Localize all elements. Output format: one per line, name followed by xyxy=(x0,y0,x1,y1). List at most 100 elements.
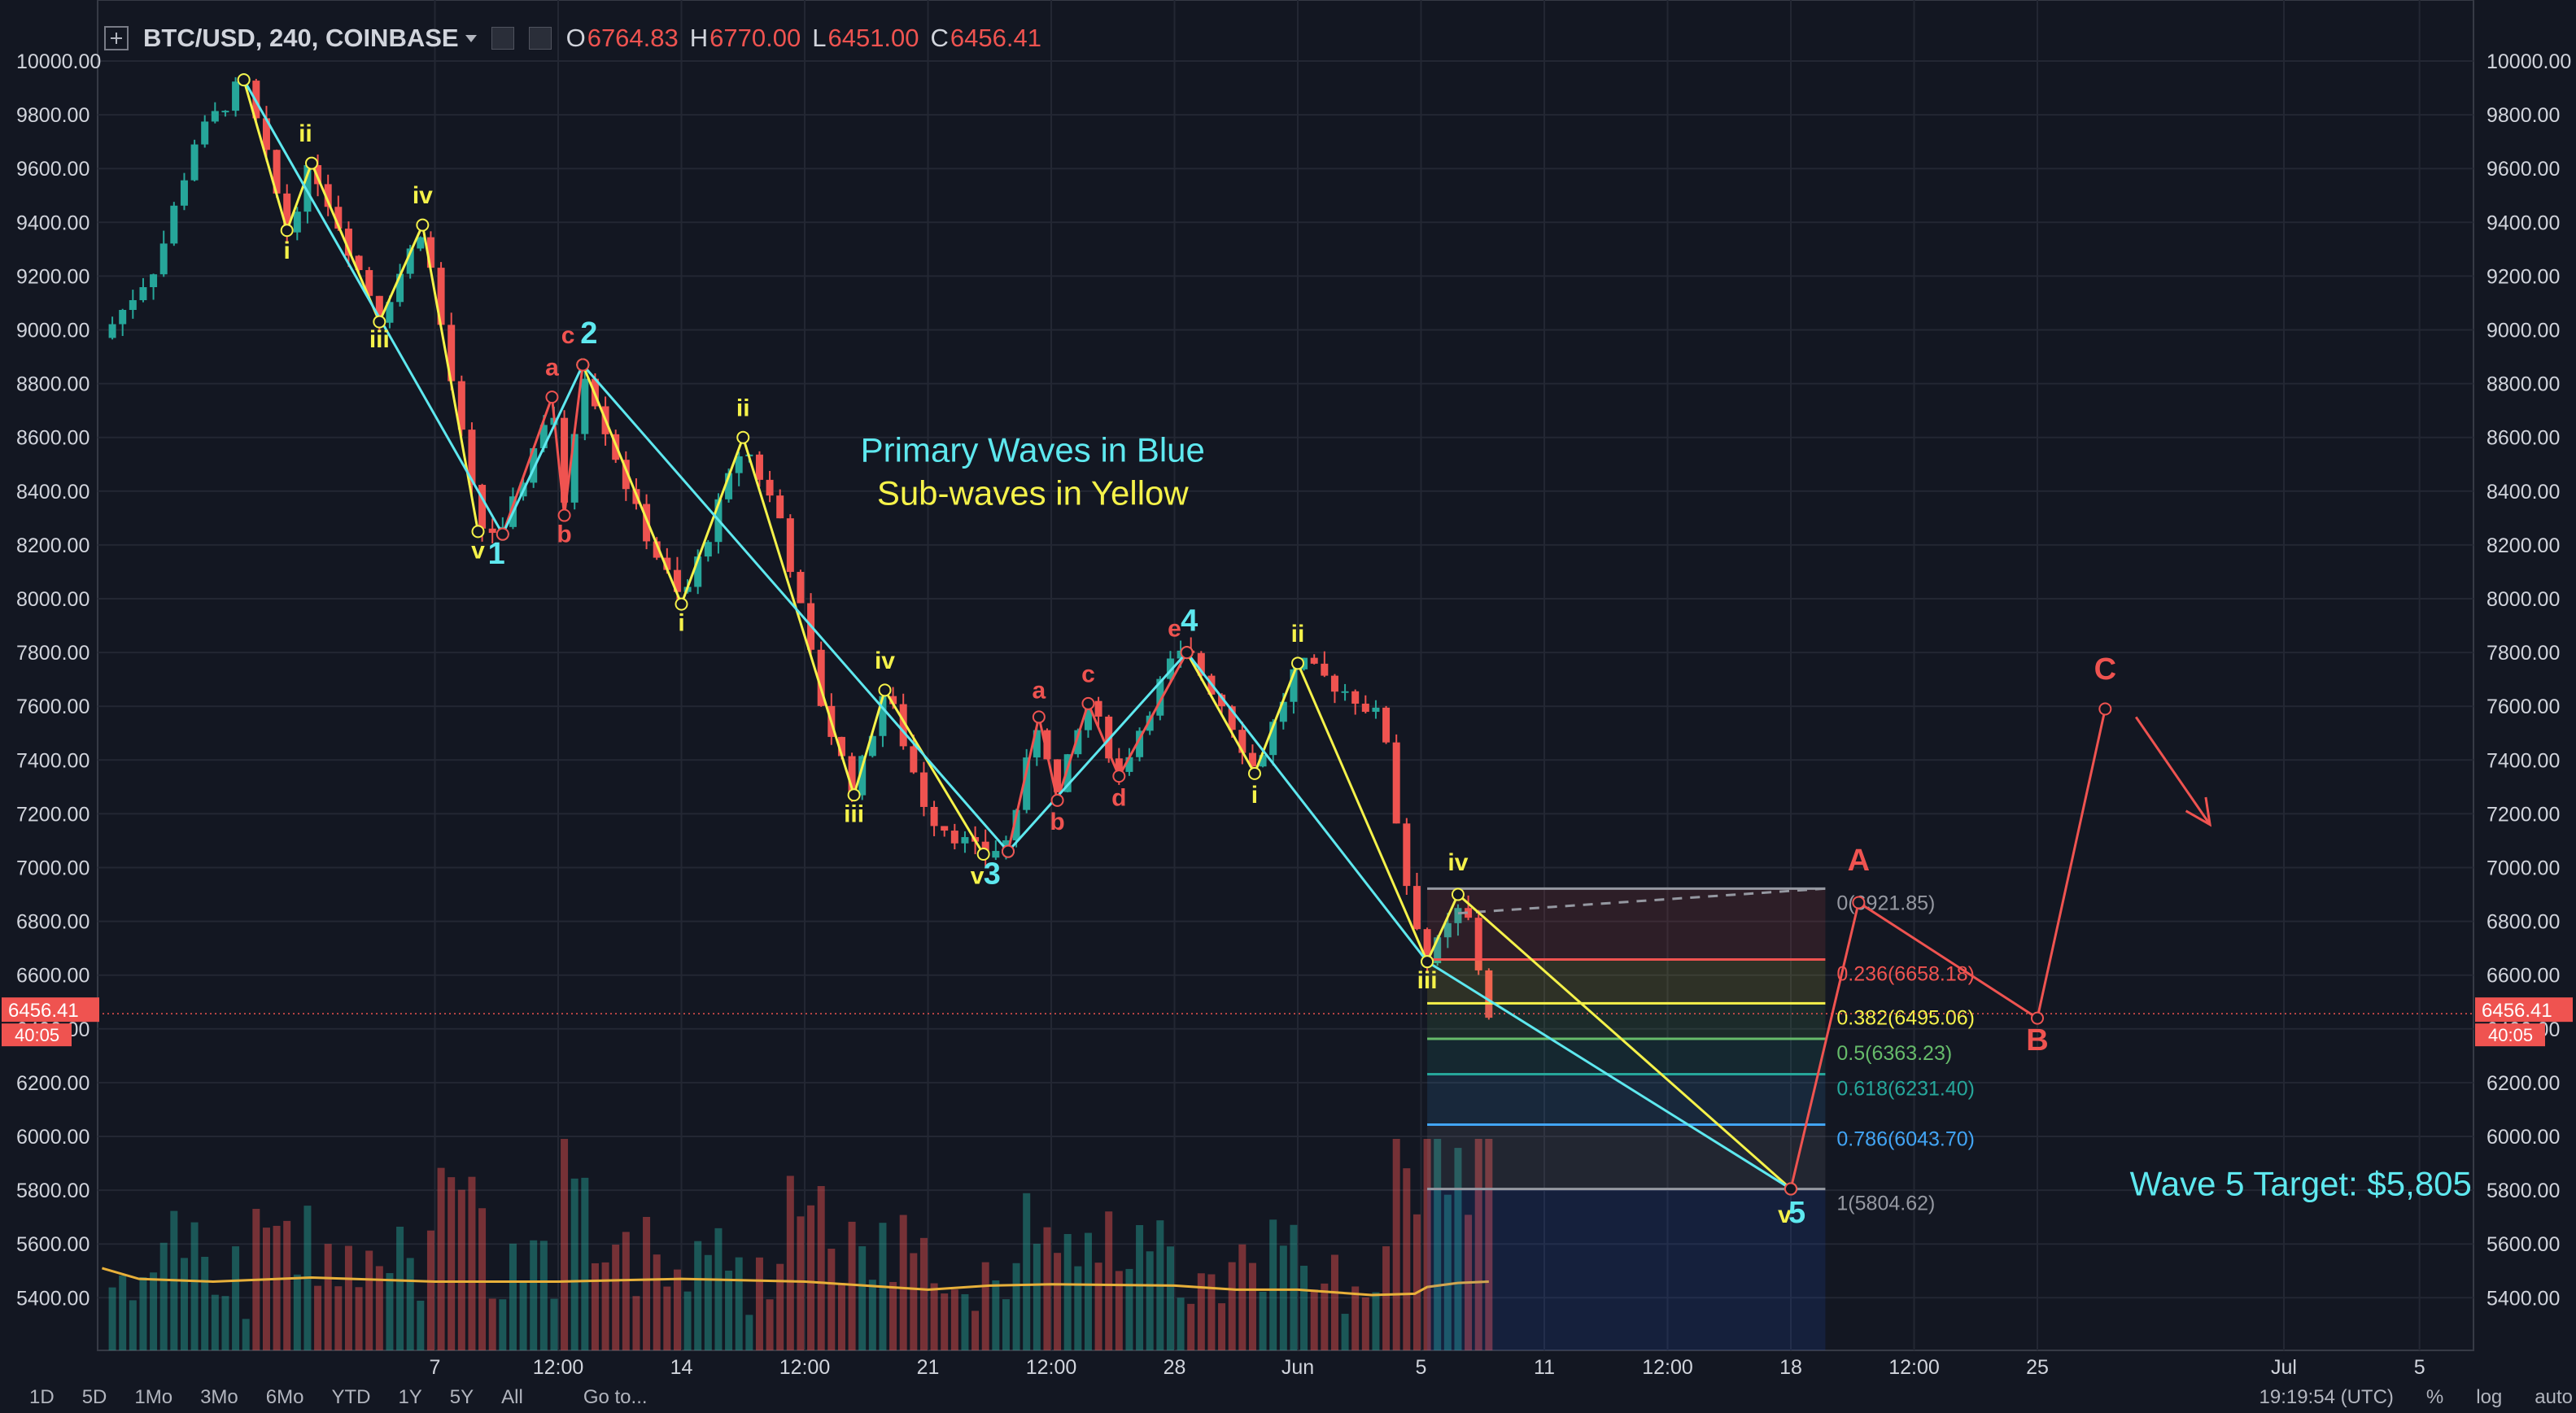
volume-bar xyxy=(776,1264,784,1350)
wave-label: b xyxy=(557,521,571,548)
volume-bar xyxy=(1372,1293,1379,1350)
wave-label: ii xyxy=(1291,621,1305,648)
candle-body xyxy=(1321,664,1328,676)
range-1y[interactable]: 1Y xyxy=(398,1386,421,1409)
wave-label: b xyxy=(1050,809,1064,835)
volume-bar xyxy=(345,1246,352,1350)
candle-body xyxy=(212,111,219,121)
wave-label: A xyxy=(1848,844,1870,878)
chevron-down-icon[interactable] xyxy=(465,35,477,42)
volume-bar xyxy=(232,1246,239,1350)
visibility-icon[interactable] xyxy=(491,27,514,50)
x-tick-label: 12:00 xyxy=(1026,1356,1077,1379)
wave-label: i xyxy=(1251,782,1258,809)
utc-clock[interactable]: 19:19:54 (UTC) xyxy=(2259,1386,2394,1409)
volume-bar xyxy=(725,1271,732,1350)
volume-bar xyxy=(1249,1263,1256,1350)
volume-bar xyxy=(900,1215,907,1350)
range-ytd[interactable]: YTD xyxy=(331,1386,370,1409)
range-all[interactable]: All xyxy=(501,1386,523,1409)
candle-body xyxy=(776,495,784,518)
low-key: L xyxy=(812,24,826,53)
volume-bar xyxy=(941,1293,948,1350)
volume-bar xyxy=(971,1311,979,1350)
last-price-text-left: 6456.41 xyxy=(8,1000,79,1022)
wave-label: 3 xyxy=(984,857,1001,891)
open-key: O xyxy=(566,24,586,53)
range-6mo[interactable]: 6Mo xyxy=(266,1386,304,1409)
wave-label: ii xyxy=(299,120,312,147)
wave-point xyxy=(1785,1183,1797,1194)
volume-bar xyxy=(992,1280,999,1350)
volume-bar xyxy=(1105,1211,1112,1350)
volume-bar xyxy=(745,1315,753,1350)
volume-bar xyxy=(951,1289,958,1350)
wave-point xyxy=(1292,657,1303,669)
candle-body xyxy=(1362,704,1369,712)
volume-bar xyxy=(787,1175,794,1350)
countdown-text-left: 40:05 xyxy=(15,1025,59,1045)
volume-bar xyxy=(869,1280,876,1350)
candle-body xyxy=(129,300,137,310)
log-toggle[interactable]: log xyxy=(2476,1386,2502,1409)
volume-bar xyxy=(807,1206,814,1350)
y-tick-label-left: 7800.00 xyxy=(16,642,90,665)
volume-bar xyxy=(571,1179,579,1350)
candle-body xyxy=(951,831,958,844)
volume-bar xyxy=(294,1275,301,1350)
wave-point xyxy=(1853,896,1864,908)
range-1mo[interactable]: 1Mo xyxy=(134,1386,172,1409)
volume-bar xyxy=(1362,1297,1369,1350)
volume-bar xyxy=(1280,1245,1287,1350)
y-tick-label-right: 8600.00 xyxy=(2486,427,2560,450)
volume-bar xyxy=(602,1263,609,1350)
volume-bar xyxy=(356,1287,363,1350)
wave-point xyxy=(306,158,317,169)
volume-bar xyxy=(592,1263,599,1350)
gear-icon[interactable] xyxy=(529,27,552,50)
volume-bar xyxy=(1136,1225,1143,1350)
wave-point xyxy=(1113,770,1124,782)
auto-toggle[interactable]: auto xyxy=(2535,1386,2573,1409)
volume-bar xyxy=(191,1223,199,1350)
volume-bar xyxy=(838,1283,845,1350)
y-tick-label-left: 8400.00 xyxy=(16,481,90,504)
range-5d[interactable]: 5D xyxy=(82,1386,107,1409)
wave-label: d xyxy=(1111,784,1126,811)
volume-bar xyxy=(530,1241,537,1350)
volume-bar xyxy=(212,1295,219,1350)
goto-button[interactable]: Go to... xyxy=(583,1386,648,1409)
symbol-title[interactable]: BTC/USD, 240, COINBASE xyxy=(143,24,459,53)
y-tick-label-right: 5400.00 xyxy=(2486,1287,2560,1310)
expand-icon[interactable] xyxy=(104,26,129,50)
volume-bar xyxy=(1321,1284,1328,1350)
range-5y[interactable]: 5Y xyxy=(450,1386,474,1409)
y-tick-label-right: 9600.00 xyxy=(2486,158,2560,181)
y-tick-label-left: 8200.00 xyxy=(16,534,90,557)
volume-bar xyxy=(417,1301,424,1350)
open-value: 6764.83 xyxy=(587,24,679,53)
wave-label: e xyxy=(1168,615,1181,642)
volume-bar xyxy=(858,1246,866,1350)
candle-body xyxy=(1351,691,1359,704)
fib-level-label: 0(6921.85) xyxy=(1836,892,1935,914)
volume-bar xyxy=(365,1250,373,1350)
volume-bar xyxy=(499,1299,506,1350)
volume-bar xyxy=(1290,1225,1297,1350)
wave-label: iii xyxy=(369,326,390,353)
candle-body xyxy=(1095,701,1102,717)
wave-point xyxy=(577,359,588,370)
candle-body xyxy=(232,81,239,111)
range-3mo[interactable]: 3Mo xyxy=(200,1386,238,1409)
candle-body xyxy=(1393,743,1400,824)
candle-body xyxy=(139,287,146,300)
volume-bar xyxy=(119,1276,126,1350)
volume-bar xyxy=(1033,1244,1041,1350)
y-tick-label-left: 9000.00 xyxy=(16,320,90,342)
range-1d[interactable]: 1D xyxy=(29,1386,55,1409)
y-tick-label-left: 6800.00 xyxy=(16,911,90,934)
y-tick-label-right: 6200.00 xyxy=(2486,1072,2560,1095)
percent-toggle[interactable]: % xyxy=(2426,1386,2443,1409)
